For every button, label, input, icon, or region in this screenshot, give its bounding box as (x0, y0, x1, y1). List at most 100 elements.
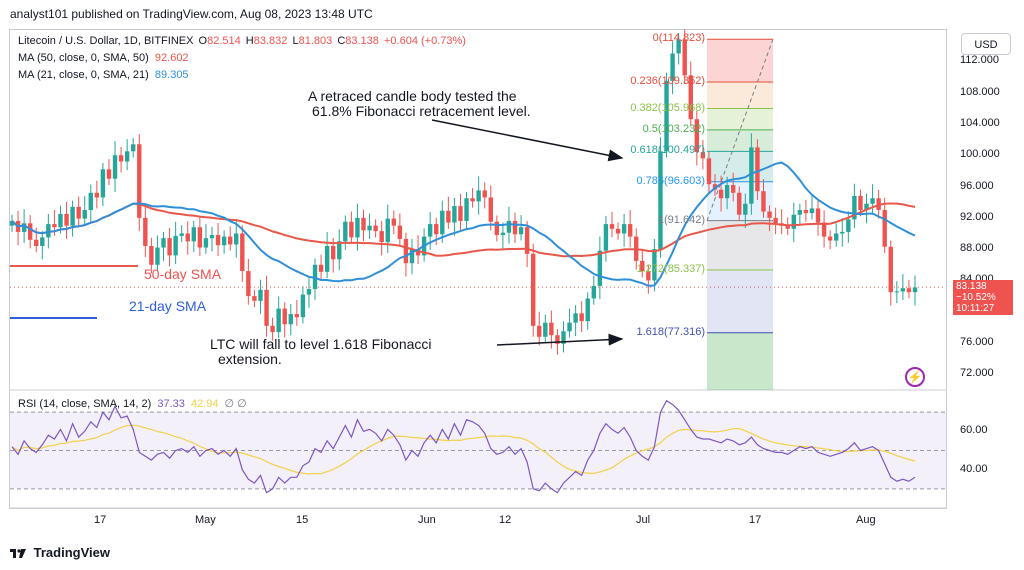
candle-body (749, 147, 754, 204)
candle-body (197, 227, 203, 248)
rsi-tick-label: 40.00 (960, 462, 988, 475)
candle-body (803, 210, 809, 214)
ma21-line (11, 161, 916, 287)
candle-body (403, 238, 409, 264)
fib-level-label: 0(114.823) (652, 32, 705, 45)
price-tick-label: 72.000 (960, 367, 994, 380)
fib-level-label: 1.618(77.316) (636, 325, 706, 338)
candle-body (167, 238, 172, 256)
fib-level-label: 1(91.642) (657, 213, 705, 226)
candle-body (391, 218, 397, 226)
candle-body (288, 314, 293, 325)
lightning-icon[interactable]: ⚡ (905, 367, 925, 387)
candle-body (349, 221, 354, 238)
candle-body (88, 192, 93, 210)
candle-body (700, 152, 706, 159)
candle-body (724, 184, 730, 199)
candle-body (767, 211, 772, 218)
candle-body (585, 298, 590, 322)
candle-body (537, 325, 542, 337)
candle-body (658, 151, 663, 250)
candle-body (646, 271, 651, 281)
candle-body (888, 246, 893, 293)
candle-body (530, 253, 536, 326)
fib-zone-band (707, 108, 773, 130)
candle-body (385, 218, 390, 243)
candle-body (791, 214, 796, 229)
candle-body (373, 225, 378, 232)
fib-zone-band (707, 332, 773, 390)
candle-body (246, 271, 251, 297)
candle-body (258, 289, 263, 301)
price-tick-label: 92.000 (960, 210, 994, 223)
rsi-tick-label: 60.00 (960, 424, 988, 437)
fall-annotation: LTC will fall to level 1.618 Fibonacci e… (210, 336, 432, 367)
candle-body (494, 221, 500, 236)
candle-body (761, 191, 766, 212)
candle-body (343, 221, 348, 242)
candle-body (106, 169, 112, 179)
time-tick-label: Jun (418, 514, 436, 526)
candle-body (882, 210, 887, 247)
candle-body (906, 288, 912, 293)
candle-body (518, 227, 524, 235)
candle-body (512, 220, 518, 235)
candle-body (40, 237, 45, 246)
rsi-line (11, 399, 916, 494)
price-tick-label: 76.000 (960, 336, 994, 349)
candle-body (579, 313, 584, 322)
fib-level-label: 0.618(100.497) (630, 144, 705, 157)
symbol-title: Litecoin / U.S. Dollar, 1D, BITFINEX (18, 35, 194, 47)
candle-body (155, 247, 160, 265)
candle-body (694, 119, 700, 153)
candle-body (306, 289, 312, 295)
candle-body (446, 210, 451, 223)
candle-body (718, 189, 724, 199)
candle-body (524, 227, 530, 254)
candle-body (488, 197, 493, 222)
candle-body (464, 198, 469, 221)
candle-body (270, 325, 275, 333)
candle-body (627, 224, 633, 237)
candle-body (506, 220, 512, 233)
candle-body (834, 233, 839, 241)
candle-body (567, 322, 572, 332)
candle-body (27, 223, 33, 240)
candle-body (500, 232, 506, 236)
rsi-legend: RSI (14, close, SMA, 14, 2) 37.33 42.94 … (18, 398, 247, 410)
candle-body (609, 224, 615, 229)
candle-body (397, 225, 403, 239)
candle-body (846, 219, 851, 232)
candle-body (64, 213, 69, 226)
candle-body (603, 224, 609, 251)
candle-body (821, 222, 827, 237)
candle-body (276, 308, 281, 333)
currency-button[interactable]: USD (961, 33, 1011, 55)
candle-body (670, 53, 675, 81)
candle-body (361, 217, 366, 231)
price-tick-label: 100.000 (960, 148, 1000, 161)
candle-body (34, 239, 39, 246)
candle-body (240, 233, 245, 272)
price-tick-label: 96.000 (960, 179, 994, 192)
sma50-annotation: 50-day SMA (144, 266, 222, 282)
rsi-sma-line (11, 424, 916, 475)
candle-body (21, 223, 27, 232)
candle-body (555, 335, 560, 344)
candle-body (894, 291, 900, 293)
symbol-legend: Litecoin / U.S. Dollar, 1D, BITFINEX O82… (18, 35, 466, 47)
candle-body (300, 294, 306, 318)
candle-body (827, 236, 833, 241)
price-tag: 83.138 −10.52% 10:11:27 (953, 280, 1013, 315)
tradingview-brand: TradingView (10, 545, 110, 560)
candle-body (743, 203, 748, 215)
candle-body (773, 217, 778, 224)
candle-body (664, 80, 669, 152)
candle-body (730, 184, 736, 193)
price-tick-label: 108.000 (960, 85, 1000, 98)
candle-body (482, 190, 487, 198)
price-tick-label: 112.000 (960, 54, 999, 67)
candle-body (264, 289, 269, 326)
fib-zone-band (707, 151, 773, 182)
